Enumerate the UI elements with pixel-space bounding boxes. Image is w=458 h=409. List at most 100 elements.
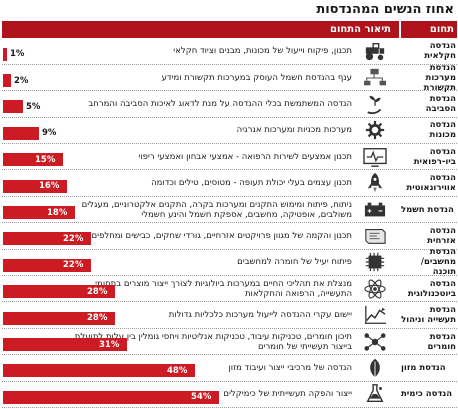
table-row: הנדסת חומרים תיכון חומרים, טכניקות עיבוד,… xyxy=(0,328,458,356)
bar xyxy=(3,338,127,352)
field-name-label: הנדסת מחשבים/ תוכנה xyxy=(420,247,456,278)
table-row: הנדסת מזון הנדסה של מרכיבי ייצור ועיבוד מ… xyxy=(0,355,458,382)
field-description: הנדסה המשתמשת בכלי ההנדסה על מנת לדאוג ל… xyxy=(64,91,352,117)
bar xyxy=(3,153,63,167)
bar-value-label: 48% xyxy=(167,365,188,376)
bar xyxy=(3,206,75,220)
atom-icon xyxy=(359,276,391,302)
bar xyxy=(3,232,91,246)
field-name-label: הנדסת חשמל xyxy=(401,204,454,215)
column-header-field: תחום xyxy=(401,21,457,38)
bar-value-label: 18% xyxy=(47,207,68,218)
row-divider xyxy=(2,116,457,118)
field-name-label: הנדסת חומרים xyxy=(427,331,456,352)
table-row: הנדסת הסביבה הנדסה המשתמשת בכלי ההנדסה על… xyxy=(0,91,458,118)
field-name: הנדסה מכונות xyxy=(401,117,456,143)
bar xyxy=(3,179,67,193)
tractor-icon xyxy=(359,38,391,64)
plant-hand-icon xyxy=(359,91,391,117)
bar-value-label: 28% xyxy=(87,286,108,297)
row-divider xyxy=(2,248,457,250)
field-description-text: ענף בהנדסת חשמל העוסק במערכות תקשורת ומי… xyxy=(161,72,352,83)
bar xyxy=(3,311,115,325)
bar-value-label: 22% xyxy=(63,260,84,271)
chip-icon xyxy=(359,249,391,275)
field-name-label: הנדסה מכונות xyxy=(429,120,456,141)
field-description-text: מנצלת את תהליכי החיים במערכות ביולוגיות … xyxy=(95,278,352,299)
field-description-text: תכנון עצמים בעלי יכולת תעופה - מטוסים, ט… xyxy=(151,178,352,189)
row-divider xyxy=(2,195,457,197)
table-row: הנדסת חשמל ניתוח, פיתוח ומימוש התקנים ומע… xyxy=(0,196,458,224)
field-description: ניתוח, פיתוח ומימוש התקנים ומערכות בקרה,… xyxy=(64,196,352,222)
bar-value-label: 1% xyxy=(10,49,25,60)
field-name-label: הנדסה חקלאית xyxy=(424,41,456,62)
field-description: מנצלת את תהליכי החיים במערכות ביולוגיות … xyxy=(64,276,352,302)
blueprint-icon xyxy=(359,223,391,249)
chart-icon xyxy=(359,302,391,328)
field-name: הנדסת חומרים xyxy=(401,328,456,354)
bar-value-label: 5% xyxy=(26,101,41,112)
table-row: הנדסה אווירונאוטית תכנון עצמים בעלי יכולת… xyxy=(0,170,458,197)
field-name: הנדסת חשמל xyxy=(401,196,456,222)
bar-value-label: 16% xyxy=(39,181,60,192)
table-row: הנדסת מחשבים/ תוכנה פיתוח יעיל של חומרה ל… xyxy=(0,247,458,278)
field-description: תכנון והקמה של מגוון פרויקטים אזרחיים, ג… xyxy=(64,223,352,249)
field-name-label: הנדסת תעשייה וניהול xyxy=(401,305,456,326)
row-divider xyxy=(2,407,457,409)
molecule-icon xyxy=(359,328,391,354)
row-divider xyxy=(2,354,457,356)
field-name-label: הנדסת מזון xyxy=(401,362,446,373)
field-name-label: הנדסת מערכות תקשורת xyxy=(423,62,456,93)
field-name: הנדסה אזרחית xyxy=(401,223,456,249)
field-name: הנדסת מחשבים/ תוכנה xyxy=(401,247,456,278)
field-name-label: הנדסה אזרחית xyxy=(427,225,456,246)
field-name: הנדסה ביו-רפואית xyxy=(401,144,456,170)
row-divider xyxy=(2,90,457,92)
row-divider xyxy=(2,222,457,224)
row-divider xyxy=(2,301,457,303)
bar-value-label: 22% xyxy=(63,233,84,244)
row-divider xyxy=(2,275,457,277)
leaf-icon xyxy=(359,355,391,381)
field-description: תיכון חומרים, טכניקות עיבוד, טכניקות אנל… xyxy=(64,328,352,354)
battery-icon xyxy=(359,196,391,222)
field-description-text: מערכות מכניות ומערכות אנרגיה xyxy=(236,125,352,136)
field-name-label: הנדסה כימית xyxy=(401,389,453,400)
field-description-text: תיכון חומרים, טכניקות עיבוד, טכניקות אנל… xyxy=(74,331,352,352)
bar-value-label: 31% xyxy=(99,339,120,350)
field-description: יישום עקרי ההנדסה לייעול מערכות כלכליות … xyxy=(64,302,352,328)
field-description-text: הנדסה המשתמשת בכלי ההנדסה על מנת לדאוג ל… xyxy=(88,98,352,109)
row-divider xyxy=(2,380,457,382)
field-description: תכנון אמצעים לשירות הרפואה - אמצעי אבחון… xyxy=(64,144,352,170)
bar-value-label: 9% xyxy=(42,128,57,139)
rocket-icon xyxy=(359,170,391,196)
table-row: הנדסה אזרחית תכנון והקמה של מגוון פרויקטי… xyxy=(0,223,458,250)
bar-value-label: 15% xyxy=(35,154,56,165)
field-description: מערכות מכניות ומערכות אנרגיה xyxy=(64,117,352,143)
field-description: תכנון, פיקוח וייעול של מכונות, מבנים וצי… xyxy=(64,38,352,64)
bar xyxy=(3,285,115,299)
bar xyxy=(3,258,91,272)
row-divider xyxy=(2,169,457,171)
field-name: הנדסה ביוטכנולוגית xyxy=(401,276,456,302)
column-header-description: תיאור התחום xyxy=(2,21,399,38)
bar xyxy=(3,390,219,404)
bar xyxy=(3,47,7,61)
monitor-pulse-icon xyxy=(359,144,391,170)
network-icon xyxy=(359,64,391,90)
field-name: הנדסת מזון xyxy=(401,355,456,381)
field-name-label: הנדסה אווירונאוטית xyxy=(406,173,456,194)
field-description-text: יישום עקרי ההנדסה לייעול מערכות כלכליות … xyxy=(168,310,352,321)
field-name-label: הנדסה ביוטכנולוגית xyxy=(407,278,456,299)
field-name: הנדסת תעשייה וניהול xyxy=(401,302,456,328)
table-row: הנדסה ביו-רפואית תכנון אמצעים לשירות הרפו… xyxy=(0,144,458,171)
flask-icon xyxy=(359,381,391,407)
bar xyxy=(3,364,195,378)
chart-title: אחוז הנשים המהנדסות xyxy=(316,2,454,17)
bar xyxy=(3,126,39,140)
bar-value-label: 54% xyxy=(191,392,212,403)
row-divider xyxy=(2,143,457,145)
field-description-text: תכנון, פיקוח וייעול של מכונות, מבנים וצי… xyxy=(173,46,352,57)
field-description-text: פיתוח יעיל של חומרה למחשבים xyxy=(237,257,352,268)
field-name: הנדסת מערכות תקשורת xyxy=(401,62,456,93)
